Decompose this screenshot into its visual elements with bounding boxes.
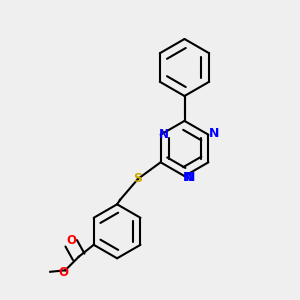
Text: O: O (59, 266, 69, 279)
Text: N: N (208, 127, 219, 140)
Text: N: N (185, 171, 195, 184)
Text: N: N (159, 128, 169, 141)
Text: N: N (183, 171, 193, 184)
Text: O: O (66, 234, 76, 247)
Text: S: S (134, 172, 142, 185)
